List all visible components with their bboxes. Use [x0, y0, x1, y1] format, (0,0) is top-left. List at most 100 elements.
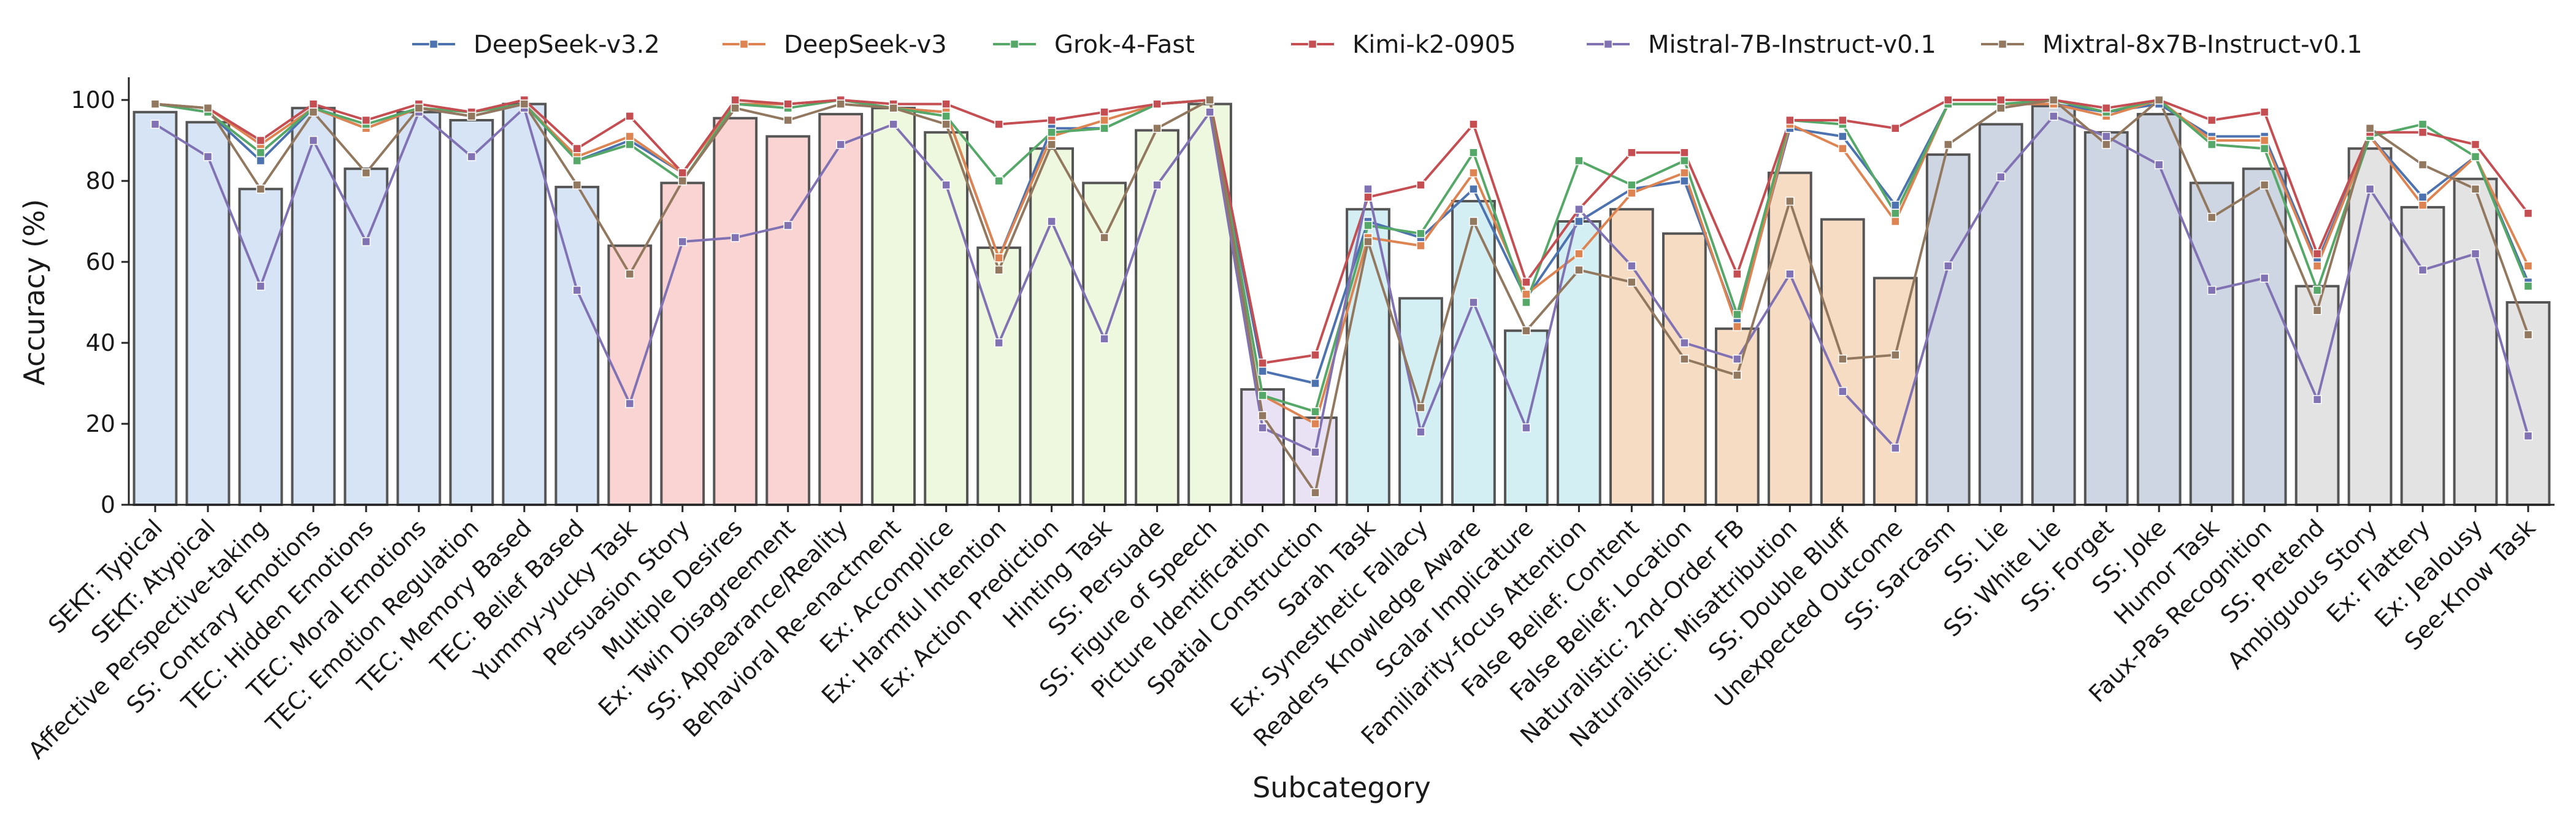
point-mixtral-8x7b-instruct-v0-1-ss-double-bluff — [1838, 355, 1847, 364]
series-line-deepseek-v3 — [155, 99, 2529, 425]
point-deepseek-v3-2-affective-perspective-taking — [256, 156, 266, 166]
point-grok-4-fast-ex-synesthetic-fallacy — [1416, 229, 1425, 239]
point-kimi-k2-0905-ss-pretend — [2312, 249, 2322, 259]
point-kimi-k2-0905-humor-task — [2207, 115, 2217, 125]
point-mixtral-8x7b-instruct-v0-1-yummy-yucky-task — [625, 269, 635, 279]
point-mixtral-8x7b-instruct-v0-1-affective-perspective-taking — [256, 184, 266, 194]
point-kimi-k2-0905-hinting-task — [1100, 107, 1109, 117]
point-mistral-7b-instruct-v0-1-ex-harmful-intention — [994, 338, 1003, 348]
point-kimi-k2-0905-spatial-construction — [1311, 350, 1320, 360]
point-mistral-7b-instruct-v0-1-unexpected-outcome — [1891, 443, 1900, 453]
point-grok-4-fast-ex-flattery — [2418, 120, 2428, 129]
point-grok-4-fast-familiarity-focus-attention — [1574, 156, 1584, 166]
bar-tec-memory-based — [502, 102, 547, 507]
point-kimi-k2-0905-picture-identification — [1258, 358, 1267, 368]
bar-behavioral-re-enactment — [871, 107, 916, 506]
point-grok-4-fast-spatial-construction — [1311, 407, 1320, 416]
point-deepseek-v3-ss-double-bluff — [1838, 144, 1847, 153]
point-deepseek-v3-hinting-task — [1100, 115, 1109, 125]
point-mistral-7b-instruct-v0-1-ex-accomplice — [941, 180, 951, 190]
point-mixtral-8x7b-instruct-v0-1-tec-moral-emotions — [414, 103, 424, 113]
point-mixtral-8x7b-instruct-v0-1-hinting-task — [1100, 233, 1109, 242]
point-deepseek-v3-false-belief-location — [1680, 168, 1689, 178]
point-mixtral-8x7b-instruct-v0-1-ex-flattery — [2418, 160, 2428, 169]
legend-marker — [429, 39, 439, 49]
bar-ex-harmful-intention — [976, 246, 1022, 506]
point-mixtral-8x7b-instruct-v0-1-behavioral-re-enactment — [889, 103, 898, 113]
bar-false-belief-content — [1609, 208, 1654, 506]
point-grok-4-fast-unexpected-outcome — [1891, 209, 1900, 218]
point-kimi-k2-0905-ex-twin-disagreement — [783, 99, 792, 109]
legend-marker — [1603, 39, 1613, 49]
bar-unexpected-outcome — [1873, 277, 1918, 506]
point-deepseek-v3-yummy-yucky-task — [625, 132, 635, 141]
point-mixtral-8x7b-instruct-v0-1-ss-sarcasm — [1944, 140, 1953, 149]
point-mixtral-8x7b-instruct-v0-1-ss-lie — [1996, 103, 2006, 113]
point-deepseek-v3-ex-synesthetic-fallacy — [1416, 241, 1425, 250]
point-mistral-7b-instruct-v0-1-ss-contrary-emotions — [309, 136, 318, 145]
bar-sekt-atypical — [185, 121, 231, 507]
point-kimi-k2-0905-tec-belief-based — [572, 144, 582, 153]
point-grok-4-fast-false-belief-location — [1680, 156, 1689, 166]
y-tick-label: 0 — [101, 491, 115, 518]
point-deepseek-v3-false-belief-content — [1627, 188, 1636, 198]
legend-item-kimi-k2-0905: Kimi-k2-0905 — [1291, 31, 1516, 59]
point-mixtral-8x7b-instruct-v0-1-ambiguous-story — [2365, 123, 2375, 133]
bar-readers-knowledge-aware — [1451, 200, 1496, 506]
series-line-kimi-k2-0905 — [155, 99, 2529, 364]
series-lines — [154, 99, 2529, 494]
bar-multiple-desires — [713, 117, 758, 506]
bar-ss-white-lie — [2031, 104, 2076, 506]
y-tick-label: 80 — [86, 167, 115, 194]
y-ticks: 0 20 40 60 80 100 — [71, 86, 129, 518]
legend-marker — [1998, 39, 2007, 49]
y-tick-label: 60 — [86, 248, 115, 275]
bar-tec-hidden-emotions — [343, 167, 389, 506]
point-kimi-k2-0905-ss-contrary-emotions — [309, 99, 318, 109]
point-mistral-7b-instruct-v0-1-hinting-task — [1100, 334, 1109, 343]
legend-item-mistral-7b-instruct-v0-1: Mistral-7B-Instruct-v0.1 — [1587, 31, 1936, 59]
point-mixtral-8x7b-instruct-v0-1-persuasion-story — [678, 176, 688, 186]
point-mixtral-8x7b-instruct-v0-1-ss-white-lie — [2049, 95, 2058, 105]
point-mistral-7b-instruct-v0-1-false-belief-location — [1680, 338, 1689, 348]
point-mistral-7b-instruct-v0-1-ex-synesthetic-fallacy — [1416, 427, 1425, 437]
series-markers — [150, 95, 2533, 497]
point-deepseek-v3-see-know-task — [2523, 261, 2533, 270]
point-kimi-k2-0905-affective-perspective-taking — [256, 136, 266, 145]
point-mixtral-8x7b-instruct-v0-1-ss-appearance-reality — [836, 99, 845, 109]
bar-ss-figure-of-speech — [1187, 102, 1232, 507]
legend-item-mixtral-8x7b-instruct-v0-1: Mixtral-8x7B-Instruct-v0.1 — [1981, 31, 2363, 59]
point-deepseek-v3-faux-pas-recognition — [2260, 136, 2269, 145]
point-mixtral-8x7b-instruct-v0-1-ex-accomplice — [941, 120, 951, 129]
point-mistral-7b-instruct-v0-1-ex-jealousy — [2471, 249, 2480, 259]
point-mixtral-8x7b-instruct-v0-1-ex-harmful-intention — [994, 265, 1003, 275]
point-mixtral-8x7b-instruct-v0-1-faux-pas-recognition — [2260, 180, 2269, 190]
x-axis-label: Subcategory — [1252, 771, 1431, 804]
bar-naturalistic-misattribution — [1767, 171, 1812, 506]
y-tick-label: 100 — [71, 86, 115, 113]
point-mistral-7b-instruct-v0-1-ss-double-bluff — [1838, 386, 1847, 396]
point-kimi-k2-0905-multiple-desires — [730, 95, 740, 105]
point-mistral-7b-instruct-v0-1-ss-lie — [1996, 172, 2006, 182]
point-deepseek-v3-naturalistic-2nd-order-fb — [1733, 322, 1742, 331]
point-grok-4-fast-tec-belief-based — [572, 156, 582, 166]
point-kimi-k2-0905-naturalistic-2nd-order-fb — [1733, 269, 1742, 279]
point-grok-4-fast-humor-task — [2207, 140, 2217, 149]
legend-label: Mistral-7B-Instruct-v0.1 — [1648, 31, 1936, 59]
point-grok-4-fast-ex-accomplice — [941, 112, 951, 121]
point-kimi-k2-0905-see-know-task — [2523, 209, 2533, 218]
bar-ex-flattery — [2400, 205, 2445, 506]
bar-scalar-implicature — [1504, 329, 1549, 506]
point-kimi-k2-0905-false-belief-location — [1680, 148, 1689, 158]
point-mistral-7b-instruct-v0-1-sarah-task — [1363, 184, 1373, 194]
point-deepseek-v3-2-picture-identification — [1258, 366, 1267, 376]
bar-ex-twin-disagreement — [765, 135, 811, 506]
point-mistral-7b-instruct-v0-1-tec-belief-based — [572, 285, 582, 295]
point-deepseek-v3-2-ss-double-bluff — [1838, 132, 1847, 141]
bar-ss-joke — [2136, 113, 2182, 507]
point-kimi-k2-0905-scalar-implicature — [1522, 277, 1531, 287]
point-mistral-7b-instruct-v0-1-persuasion-story — [678, 237, 688, 247]
point-kimi-k2-0905-naturalistic-misattribution — [1785, 115, 1795, 125]
point-grok-4-fast-faux-pas-recognition — [2260, 144, 2269, 153]
